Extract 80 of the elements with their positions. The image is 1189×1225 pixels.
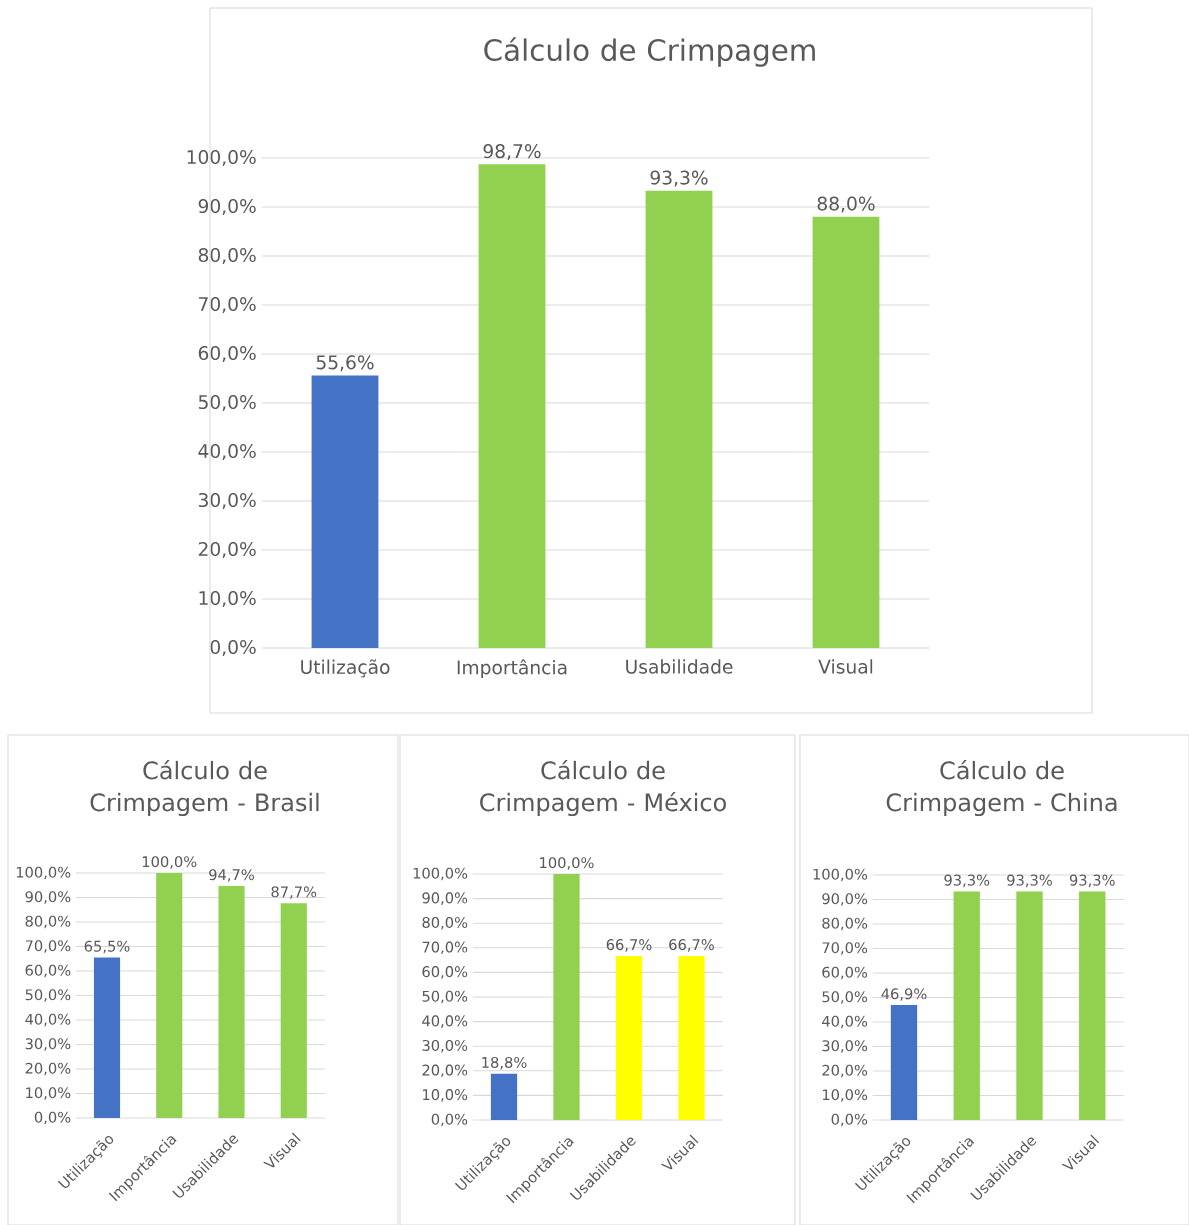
- y-tick-label: 40,0%: [25, 1013, 71, 1027]
- y-tick-label: 10,0%: [423, 1089, 468, 1102]
- chart-title: Cálculo de Crimpagem - China: [886, 759, 1117, 817]
- bar: [311, 375, 379, 648]
- y-tick-label: 60,0%: [822, 966, 868, 980]
- y-tick-label: 90,0%: [25, 891, 71, 904]
- data-label: 93,3%: [1007, 874, 1052, 888]
- y-tick-label: 40,0%: [822, 1015, 868, 1029]
- bar: [218, 885, 245, 1118]
- bar: [615, 955, 643, 1120]
- y-tick-label: 80,0%: [25, 915, 71, 929]
- data-label: 65,5%: [84, 940, 130, 954]
- data-label: 98,7%: [483, 144, 541, 161]
- bar: [280, 903, 307, 1118]
- y-tick-label: 80,0%: [822, 917, 868, 931]
- data-label: 93,3%: [650, 170, 708, 187]
- y-tick-label: 20,0%: [198, 541, 256, 559]
- y-tick-label: 100,0%: [187, 149, 256, 167]
- y-tick-label: 30,0%: [822, 1040, 868, 1053]
- data-label: 66,7%: [606, 939, 652, 952]
- y-tick-label: 60,0%: [422, 966, 468, 979]
- y-tick-label: 70,0%: [25, 940, 71, 953]
- y-tick-label: 20,0%: [822, 1064, 868, 1078]
- data-label: 18,8%: [482, 1056, 527, 1070]
- bar: [490, 1073, 518, 1120]
- bar: [645, 190, 713, 648]
- y-tick-label: 80,0%: [422, 916, 468, 930]
- data-label: 55,6%: [316, 355, 374, 372]
- y-tick-label: 0,0%: [34, 1111, 71, 1125]
- y-tick-label: 10,0%: [26, 1087, 71, 1100]
- y-tick-label: 50,0%: [422, 990, 468, 1004]
- data-label: 93,3%: [944, 874, 990, 888]
- y-tick-label: 20,0%: [25, 1062, 71, 1076]
- bar: [553, 873, 580, 1120]
- y-tick-label: 10,0%: [199, 590, 256, 608]
- y-tick-label: 10,0%: [822, 1089, 868, 1102]
- y-tick-label: 100,0%: [413, 867, 468, 881]
- y-tick-label: 80,0%: [198, 247, 256, 265]
- bar: [478, 164, 546, 648]
- y-tick-label: 60,0%: [25, 964, 71, 978]
- data-label: 94,7%: [209, 869, 254, 882]
- y-tick-label: 0,0%: [431, 1113, 468, 1127]
- x-tick-label: Usabilidade: [626, 659, 733, 674]
- y-tick-label: 90,0%: [198, 198, 256, 216]
- data-label: 100,0%: [540, 857, 594, 870]
- y-tick-label: 0,0%: [831, 1113, 868, 1127]
- bar: [93, 957, 121, 1118]
- chart-title: Cálculo de Crimpagem - México: [480, 759, 726, 817]
- y-tick-label: 20,0%: [422, 1064, 468, 1078]
- y-tick-label: 90,0%: [822, 893, 868, 906]
- bar: [678, 955, 705, 1120]
- y-tick-label: 30,0%: [25, 1038, 71, 1051]
- y-tick-label: 40,0%: [422, 1015, 468, 1028]
- y-tick-label: 50,0%: [822, 991, 868, 1004]
- data-label: 93,3%: [1069, 874, 1115, 888]
- chart-title: Cálculo de Crimpagem - Brasil: [90, 759, 319, 817]
- y-tick-label: 30,0%: [422, 1039, 468, 1053]
- x-tick-label: Visual: [818, 659, 873, 674]
- y-tick-label: 70,0%: [199, 296, 256, 314]
- data-label: 100,0%: [142, 856, 197, 869]
- y-tick-label: 50,0%: [25, 989, 71, 1002]
- y-tick-label: 90,0%: [422, 892, 468, 905]
- bar: [812, 216, 880, 648]
- y-tick-label: 0,0%: [210, 639, 256, 657]
- data-label: 87,7%: [271, 886, 317, 899]
- y-tick-label: 50,0%: [198, 394, 256, 412]
- bar: [156, 873, 183, 1118]
- y-tick-label: 100,0%: [813, 868, 868, 882]
- y-tick-label: 40,0%: [198, 443, 256, 461]
- y-tick-label: 70,0%: [822, 942, 868, 955]
- data-label: 66,7%: [669, 939, 714, 952]
- data-label: 88,0%: [817, 196, 875, 213]
- data-label: 46,9%: [881, 988, 927, 1001]
- y-tick-label: 30,0%: [198, 492, 256, 510]
- x-tick-label: Utilização: [301, 659, 390, 678]
- y-tick-label: 60,0%: [198, 345, 256, 363]
- chart-title: Cálculo de Crimpagem: [484, 37, 815, 67]
- y-tick-label: 100,0%: [16, 866, 71, 880]
- x-tick-label: Importância: [457, 659, 567, 679]
- y-tick-label: 70,0%: [422, 941, 468, 955]
